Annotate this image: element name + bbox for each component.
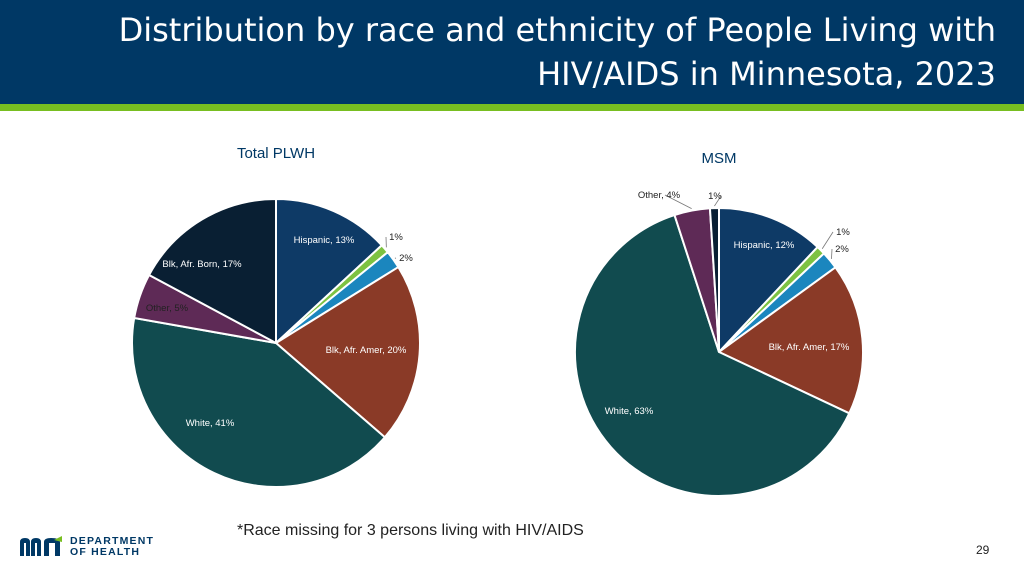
pie-slice <box>574 213 851 497</box>
slice-label: Hispanic, 12% <box>734 240 795 251</box>
pie-slice <box>275 197 384 346</box>
slice-label: 1% <box>836 227 850 238</box>
leader-line <box>831 248 833 259</box>
logo-text: DEPARTMENT OF HEALTH <box>70 536 154 558</box>
leader-line <box>664 194 692 209</box>
pie-slice <box>708 206 720 353</box>
slice-label: 1% <box>708 191 722 202</box>
pie-slice <box>131 316 387 488</box>
title-line-1: Distribution by race and ethnicity of Pe… <box>118 11 996 49</box>
slice-label: 2% <box>399 253 413 264</box>
mn-logo-mark-icon <box>20 536 62 556</box>
slice-label: Blk, Afr. Amer, 17% <box>769 342 850 353</box>
title-line-2: HIV/AIDS in Minnesota, 2023 <box>537 55 996 93</box>
slice-label: Other, 4% <box>638 190 681 201</box>
pie-slice <box>274 265 421 439</box>
slice-label: Blk, Afr. Amer, 20% <box>326 345 407 356</box>
page-number: 29 <box>976 543 990 557</box>
logo-line-1: DEPARTMENT <box>70 535 155 547</box>
leader-line <box>821 231 834 249</box>
slice-label: White, 41% <box>186 418 235 429</box>
pie-slice <box>717 265 864 415</box>
chart-title: MSM <box>702 150 737 167</box>
slice-label: 1% <box>389 232 403 243</box>
pie-charts: Hispanic, 13% 1% 2% Blk, Afr. Amer, 20% Whit… <box>131 145 864 497</box>
pie-chart-total-plwh: Hispanic, 13% 1% 2% Blk, Afr. Amer, 20% Whit… <box>131 145 421 488</box>
leader-line <box>714 195 722 207</box>
pie-chart-msm: Hispanic, 12% 1% 2% Blk, Afr. Amer, 17% Whit… <box>574 150 864 497</box>
slice-label: Other, 5% <box>146 303 189 314</box>
slice-label: Hispanic, 13% <box>294 235 355 246</box>
page-title: Distribution by race and ethnicity of Pe… <box>96 8 996 96</box>
pie-slice <box>147 197 277 345</box>
slice-label: White, 63% <box>605 406 654 417</box>
logo-line-2: OF HEALTH <box>70 546 141 558</box>
chart-title: Total PLWH <box>237 145 315 162</box>
mn-health-logo <box>20 536 62 556</box>
header-bar <box>0 0 1024 104</box>
slice-label: Blk, Afr. Born, 17% <box>162 259 242 270</box>
header-accent-stripe <box>0 104 1024 111</box>
pie-slice <box>718 206 819 355</box>
slice-label: 2% <box>835 244 849 255</box>
footnote: *Race missing for 3 persons living with … <box>237 522 584 539</box>
